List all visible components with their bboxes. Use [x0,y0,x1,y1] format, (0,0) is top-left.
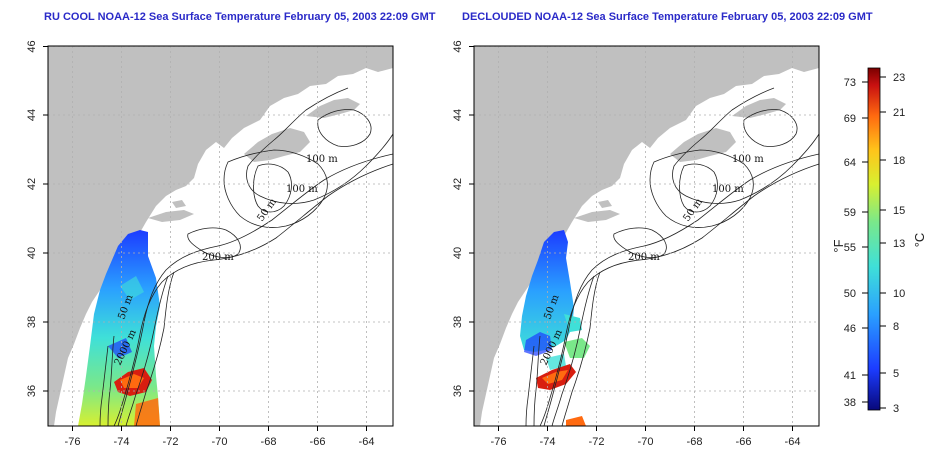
fahrenheit-unit-label: °F [831,239,846,252]
colorbar-celsius-tick: 3 [893,403,899,415]
colorbar-fahrenheit-tick: 69 [844,113,856,125]
right-lat-tick-label: 36 [452,385,464,397]
left-contour-label-100m-a: 100 m [306,154,338,165]
colorbar-fahrenheit-tick: 50 [844,288,856,300]
left-lon-tick-label: -68 [261,436,277,448]
colorbar-fahrenheit-tick: 46 [844,323,856,335]
left-lon-tick-label: -64 [359,436,375,448]
right-contour-label-100m-a: 100 m [732,154,764,165]
right-sst-swath [520,230,574,352]
colorbar-fahrenheit-tick: 64 [844,157,856,169]
left-lat-tick-label: 38 [26,316,38,328]
colorbar-celsius-tick: 13 [893,238,905,250]
right-lon-tick-label: -66 [736,436,752,448]
right-contour-label-100m-b: 100 m [712,184,744,195]
left-lon-tick-label: -72 [163,436,179,448]
left-contour-label-200m: 200 m [202,252,234,263]
left-lat-tick-label: 46 [26,40,38,52]
left-panel-title: RU COOL NOAA-12 Sea Surface Temperature … [44,11,436,23]
left-lon-tick-label: -66 [310,436,326,448]
left-lon-tick-label: -70 [212,436,228,448]
right-panel-title: DECLOUDED NOAA-12 Sea Surface Temperatur… [462,11,873,23]
colorbar-gradient [867,67,881,411]
colorbar-celsius-tick: 15 [893,205,905,217]
colorbar-celsius-tick: 10 [893,288,905,300]
left-lon-tick-label: -74 [114,436,130,448]
left-lon-tick-label: -76 [65,436,81,448]
colorbar-celsius-tick: 23 [893,72,905,84]
right-lon-tick-label: -74 [540,436,556,448]
colorbar-celsius-tick: 5 [893,368,899,380]
right-lon-tick-label: -70 [638,436,654,448]
colorbar-ticks: 73 69 64 59 55 50 46 41 38 23 21 18 15 13 10 8 5 3 [844,72,906,415]
right-lon-tick-label: -68 [687,436,703,448]
left-lat-tick-label: 44 [26,109,38,121]
left-map-panel: 100 m 100 m 50 m 200 m 50 m 2000 m [47,45,394,427]
right-lon-tick-label: -64 [785,436,801,448]
right-map-panel: 100 m 100 m 50 m 200 m 50 m 2000 m [473,45,820,427]
celsius-unit-label: °C [912,233,927,248]
left-lat-tick-label: 40 [26,247,38,259]
right-lat-tick-label: 38 [452,316,464,328]
colorbar-fahrenheit-tick: 73 [844,77,856,89]
right-lat-tick-label: 40 [452,247,464,259]
axes-layer: -76 -74 -72 -70 -68 -66 -64 46 44 42 40 38 36 -76 -74 -… [26,40,800,448]
colorbar-celsius-tick: 21 [893,107,905,119]
left-contour-label-100m-b: 100 m [286,184,318,195]
colorbar-fahrenheit-tick: 41 [844,370,856,382]
colorbar-fahrenheit-tick: 38 [844,397,856,409]
colorbar-celsius-tick: 18 [893,155,905,167]
colorbar-fahrenheit-tick: 55 [844,242,856,254]
right-lat-tick-label: 42 [452,178,464,190]
left-lat-tick-label: 42 [26,178,38,190]
left-lat-tick-label: 36 [26,385,38,397]
temperature-colorbar: °F °C 73 69 64 59 55 50 46 41 38 23 21 18 15 13 10 8 5 3 [831,67,927,415]
right-lat-tick-label: 46 [452,40,464,52]
right-contour-label-200m: 200 m [628,252,660,263]
right-lat-tick-label: 44 [452,109,464,121]
right-lon-tick-label: -76 [491,436,507,448]
right-lon-tick-label: -72 [589,436,605,448]
colorbar-celsius-tick: 8 [893,321,899,333]
colorbar-fahrenheit-tick: 59 [844,207,856,219]
